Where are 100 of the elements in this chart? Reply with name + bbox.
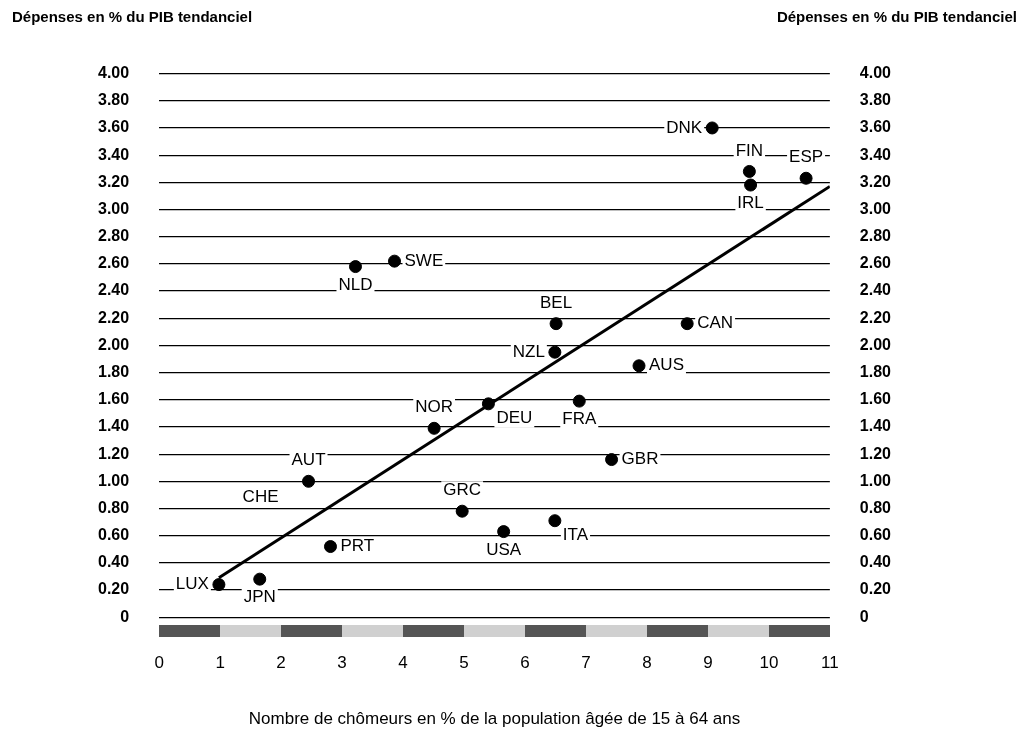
x-tick-label: 7	[581, 653, 591, 673]
y-tick-label: 0.20	[98, 580, 130, 598]
point	[455, 504, 469, 518]
annotation: ITA	[562, 524, 589, 544]
x-tick-label: 11	[821, 653, 839, 673]
point	[348, 260, 362, 274]
annotation: GRC	[443, 480, 482, 500]
y-tick-label: 2.20	[98, 308, 130, 326]
y2-tick-label: 3.00	[859, 199, 892, 217]
annotation: CHE	[242, 487, 279, 507]
y2-tick-label: 3.20	[859, 172, 892, 190]
point	[302, 474, 316, 488]
annotation: AUT	[291, 450, 326, 470]
y-tick-label: 1.60	[98, 390, 130, 408]
y2-tick-label: 1.40	[859, 417, 892, 435]
y-axis-title: Dépenses en % du PIB tendanciel	[12, 8, 253, 27]
annotation: USA	[486, 539, 522, 559]
point	[605, 453, 619, 467]
y-tick-label: 3.60	[98, 118, 130, 136]
y-tick-label: 1.00	[98, 471, 130, 489]
y2-tick-label: 3.40	[859, 145, 892, 163]
annotation: LUX	[175, 574, 209, 594]
y-tick-label: 4.00	[98, 64, 130, 82]
y-tick-label: 3.20	[98, 172, 130, 190]
y2-tick-label: 1.00	[859, 471, 892, 489]
annotation: FIN	[735, 140, 764, 160]
y2-axis-title: Dépenses en % du PIB tendanciel	[776, 8, 1017, 27]
point	[548, 345, 562, 359]
annotation: ESP	[789, 147, 824, 167]
point	[680, 317, 694, 331]
annotation: NZL	[512, 341, 545, 361]
x-tick-label: 10	[759, 653, 779, 673]
y2-tick-label: 0.40	[859, 553, 892, 571]
y2-tick-label: 0.60	[859, 526, 892, 544]
annotation: CAN	[697, 313, 734, 333]
annotation: BEL	[540, 292, 573, 312]
point	[799, 171, 813, 185]
y2-tick-label: 2.40	[859, 281, 892, 299]
point	[742, 164, 756, 178]
annotation: JPN	[243, 587, 276, 607]
y-tick-label: 3.40	[98, 145, 130, 163]
y-tick-label: 0	[120, 607, 130, 625]
point	[323, 540, 337, 554]
point	[481, 397, 495, 411]
y-tick-label: 1.40	[98, 417, 130, 435]
y2-tick-label: 2.00	[859, 335, 892, 353]
y2-tick-label: 0.20	[859, 580, 892, 598]
y2-tick-label: 0.80	[859, 498, 892, 516]
y-tick-label: 0.40	[98, 553, 130, 571]
y-tick-label: 3.00	[98, 199, 130, 217]
annotation: DNK	[666, 117, 703, 137]
x-tick-label: 1	[215, 653, 225, 673]
y2-tick-label: 0	[859, 607, 869, 625]
point	[744, 178, 758, 192]
x-tick-label: 3	[337, 653, 347, 673]
point	[632, 359, 646, 373]
y2-tick-label: 3.80	[859, 91, 892, 109]
x-tick-label: 9	[703, 653, 713, 673]
y-tick-label: 2.80	[98, 227, 130, 245]
point	[548, 514, 562, 528]
point	[427, 421, 441, 435]
y-tick-label: 2.00	[98, 335, 130, 353]
annotation: IRL	[737, 193, 764, 213]
point	[705, 121, 719, 135]
x-tick-label: 6	[520, 653, 530, 673]
y2-tick-label: 4.00	[859, 64, 892, 82]
annotation: GBR	[621, 449, 659, 469]
point	[497, 525, 511, 539]
y2-tick-label: 2.20	[859, 308, 892, 326]
y-tick-label: 0.60	[98, 526, 130, 544]
x-tick-label: 0	[154, 653, 164, 673]
annotation: NLD	[338, 274, 373, 294]
point	[388, 254, 401, 268]
y-tick-label: 1.20	[98, 444, 130, 462]
x-tick-label: 2	[276, 653, 286, 673]
y-tick-label: 3.80	[98, 91, 130, 109]
point	[572, 394, 586, 408]
point	[253, 572, 267, 586]
y2-tick-label: 2.60	[859, 254, 892, 272]
y-tick-label: 2.40	[98, 281, 130, 299]
y2-tick-label: 2.80	[859, 227, 892, 245]
annotation: FRA	[562, 409, 597, 429]
annotation: NOR	[415, 397, 454, 417]
point	[212, 578, 226, 592]
y-tick-label: 1.80	[98, 362, 130, 380]
y-tick-label: 0.80	[98, 498, 130, 516]
x-tick-label: 8	[642, 653, 652, 673]
y2-tick-label: 1.80	[859, 362, 892, 380]
annotation: DEU	[496, 408, 533, 428]
point	[549, 317, 563, 331]
annotation: SWE	[404, 250, 444, 270]
y2-tick-label: 3.60	[859, 118, 892, 136]
annotation: AUS	[649, 355, 684, 375]
x-axis-title: Nombre de chômeurs en % de la population âgée de 15 à 64 ans	[248, 709, 741, 729]
y2-tick-label: 1.60	[859, 390, 892, 408]
annotation: PRT	[340, 536, 375, 556]
x-tick-label: 4	[398, 653, 408, 673]
y-tick-label: 2.60	[98, 254, 130, 272]
x-tick-label: 5	[459, 653, 469, 673]
y2-tick-label: 1.20	[859, 444, 892, 462]
